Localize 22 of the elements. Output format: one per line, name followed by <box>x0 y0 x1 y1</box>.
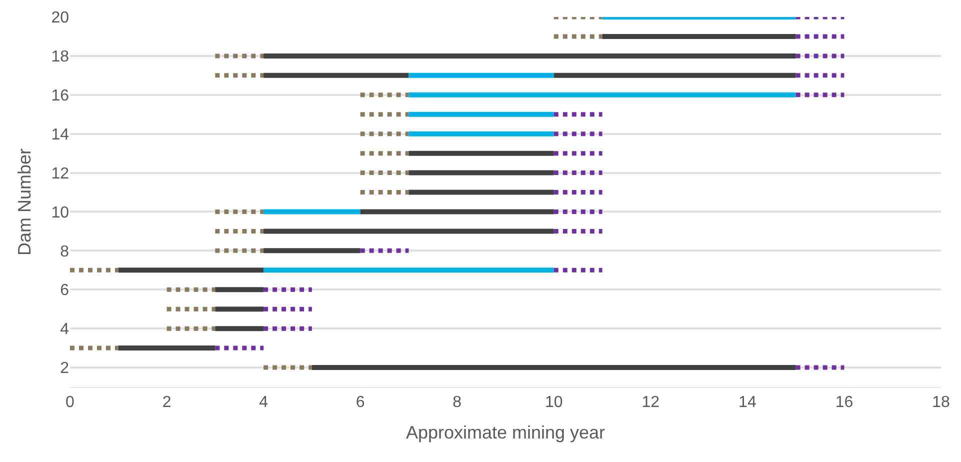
x-tick-label: 4 <box>259 394 268 412</box>
x-axis-title: Approximate mining year <box>406 422 606 442</box>
x-tick-label: 6 <box>356 394 365 412</box>
y-tick-label: 16 <box>51 87 70 104</box>
x-tick-label: 12 <box>642 394 660 412</box>
y-tick-label: 8 <box>60 243 70 260</box>
x-tick-label: 2 <box>162 394 172 412</box>
x-tick-label: 10 <box>544 394 563 412</box>
y-axis-title: Dam Number <box>14 148 34 256</box>
x-tick-label: 18 <box>932 394 950 412</box>
y-tick-label: 4 <box>60 321 70 338</box>
y-tick-label: 20 <box>51 10 70 27</box>
y-tick-label: 2 <box>60 360 70 378</box>
y-tick-label: 10 <box>51 204 70 222</box>
y-tick-label: 14 <box>51 126 70 144</box>
x-tick-label: 8 <box>452 394 462 412</box>
x-tick-label: 14 <box>738 394 756 412</box>
y-tick-label: 18 <box>51 48 70 66</box>
y-tick-label: 12 <box>51 165 70 182</box>
x-tick-label: 16 <box>835 394 854 412</box>
y-tick-label: 6 <box>60 282 70 300</box>
x-tick-label: 0 <box>66 394 75 412</box>
